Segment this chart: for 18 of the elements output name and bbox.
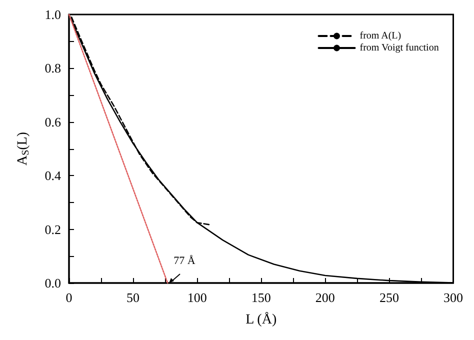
annotation: 77 Å <box>174 255 196 267</box>
y-tick-label: 1.0 <box>44 7 61 22</box>
legend-label: from Voigt function <box>360 42 439 54</box>
y-tick-label: 0.8 <box>44 60 61 76</box>
y-tick-label: 0.4 <box>44 168 62 184</box>
x-tick-label: 0 <box>66 290 72 305</box>
y-axis-title: AS(L) <box>16 132 32 166</box>
x-tick-label: 100 <box>187 290 207 305</box>
x-tick-label: 50 <box>126 290 140 305</box>
x-tick-label: 300 <box>444 290 463 305</box>
legend-label: from A(L) <box>360 30 402 42</box>
y-tick-label: 0.6 <box>44 114 62 130</box>
y-tick-label: 0.0 <box>44 276 61 290</box>
x-tick-label: 250 <box>379 290 399 305</box>
y-tick-label: 0.2 <box>44 222 61 237</box>
x-tick-label: 200 <box>315 290 335 305</box>
x-axis-title: L (Å) <box>246 312 277 328</box>
x-tick-label: 150 <box>251 290 271 305</box>
